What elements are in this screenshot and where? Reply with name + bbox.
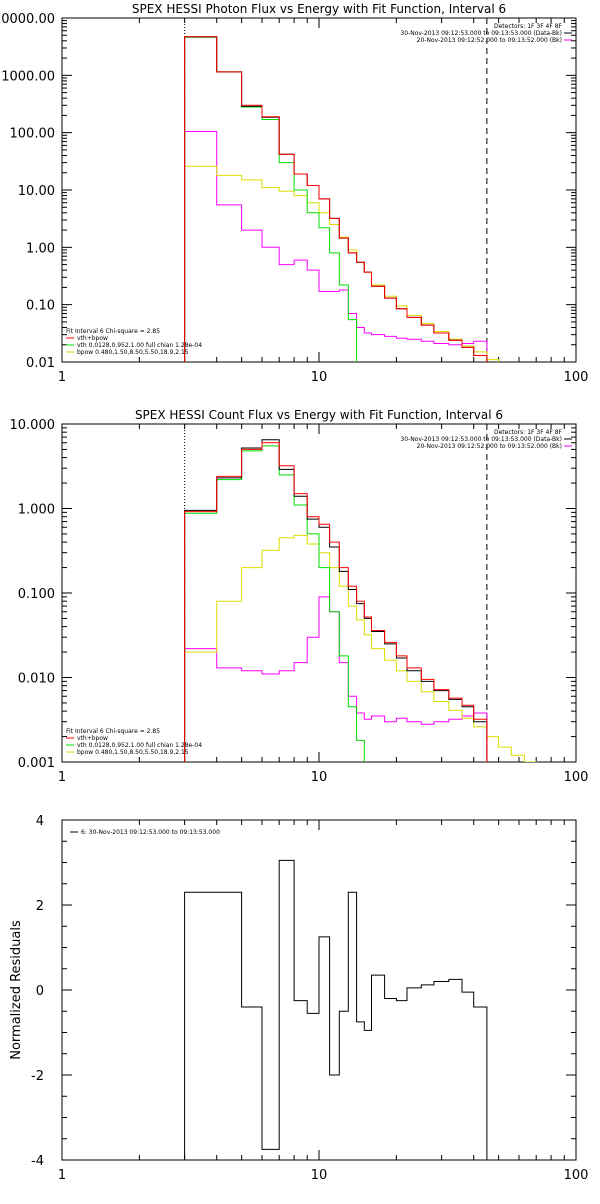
series-bk-line — [184, 596, 488, 762]
series-vth-line — [184, 445, 365, 762]
legend-bottom-text: Fit Interval 6 Chi-square = 2.85 — [66, 728, 160, 735]
legend-bottom-text: Fit Interval 6 Chi-square = 2.85 — [66, 328, 160, 335]
series-bpow-line — [184, 534, 537, 762]
y-tick-label: 100.00 — [10, 127, 56, 142]
legend-top-text: 30-Nov-2013 09:12:53.000 to 09:13:53.000… — [400, 436, 562, 443]
legend-text: 6: 30-Nov-2013 09:12:53.000 to 09:13:53.… — [81, 829, 220, 836]
y-tick-label: 10.000 — [10, 418, 56, 433]
legend-top-text: 20-Nov-2013 09:12:52.000 to 09:13:52.000… — [417, 37, 562, 44]
series-bpow-line — [184, 165, 500, 362]
series-model-line — [184, 36, 488, 362]
chart-title: SPEX HESSI Photon Flux vs Energy with Fi… — [132, 2, 506, 16]
y-tick-label: 0.100 — [18, 587, 55, 602]
legend-bottom-text: vth+bpow — [77, 335, 108, 342]
legend-top-text: Detectors: 1F 3F 4F 8F — [494, 23, 563, 30]
y-tick-label: 1.000 — [18, 503, 55, 518]
x-tick-label: 10 — [311, 370, 328, 385]
legend-bottom-text: vth 0.0128,0.952,1.00 full chian 1.28e-0… — [77, 342, 202, 349]
legend-top-text: 30-Nov-2013 09:12:53.000 to 09:13:53.000… — [400, 30, 562, 37]
y-tick-label: 10.00 — [18, 184, 55, 199]
x-tick-label: 1 — [58, 770, 66, 785]
y-tick-label: 0.010 — [18, 672, 55, 687]
series-total-line — [184, 36, 488, 362]
plot-frame — [61, 423, 577, 763]
legend-top-text: 20-Nov-2013 09:12:52.000 to 09:13:52.000… — [417, 443, 562, 450]
panel-2: SPEX HESSI Count Flux vs Energy with Fit… — [10, 408, 589, 785]
panel-1: SPEX HESSI Photon Flux vs Energy with Fi… — [0, 2, 589, 385]
x-tick-label: 1 — [58, 370, 66, 385]
y-tick-label: 0 — [36, 984, 44, 999]
x-tick-label: 1 — [58, 1168, 66, 1183]
legend-bottom-text: vth 0.0128,0.952,1.00 full chian 1.28e-0… — [77, 742, 202, 749]
y-tick-label: 10000.00 — [0, 12, 55, 27]
x-tick-label: 100 — [564, 370, 589, 385]
y-tick-label: 1000.00 — [1, 69, 55, 84]
legend-top-text: Detectors: 1F 3F 4F 8F — [494, 429, 563, 436]
y-tick-label: -4 — [31, 1154, 44, 1169]
y-tick-label: 0.001 — [18, 756, 55, 771]
x-tick-label: 10 — [311, 770, 328, 785]
y-tick-label: 0.01 — [26, 356, 55, 371]
y-axis-label: Normalized Residuals — [9, 920, 24, 1060]
x-tick-label: 100 — [564, 1168, 589, 1183]
chart-title: SPEX HESSI Count Flux vs Energy with Fit… — [135, 408, 503, 422]
legend-bottom-text: bpow 0.480,1.50,8.50,5.50,18.9,2.15 — [77, 349, 189, 356]
series-total-line — [184, 439, 488, 762]
series-vth-line — [184, 36, 358, 362]
y-tick-label: 4 — [36, 814, 44, 829]
y-tick-label: 1.00 — [26, 241, 55, 256]
legend-bottom-text: vth+bpow — [77, 735, 108, 742]
y-tick-label: 0.10 — [26, 299, 55, 314]
x-tick-label: 10 — [311, 1168, 328, 1183]
legend-bottom-text: bpow 0.480,1.50,8.50,5.50,18.9,2.15 — [77, 749, 189, 756]
panel-3: 1 10 100 -4 -2 0 2 4 Normalized Residuals 6: 30-N… — [9, 814, 588, 1183]
series-total-line — [184, 859, 488, 1160]
y-tick-label: -2 — [31, 1069, 44, 1084]
series-model-line — [184, 442, 488, 762]
y-tick-label: 2 — [36, 899, 44, 914]
x-tick-label: 100 — [564, 770, 589, 785]
